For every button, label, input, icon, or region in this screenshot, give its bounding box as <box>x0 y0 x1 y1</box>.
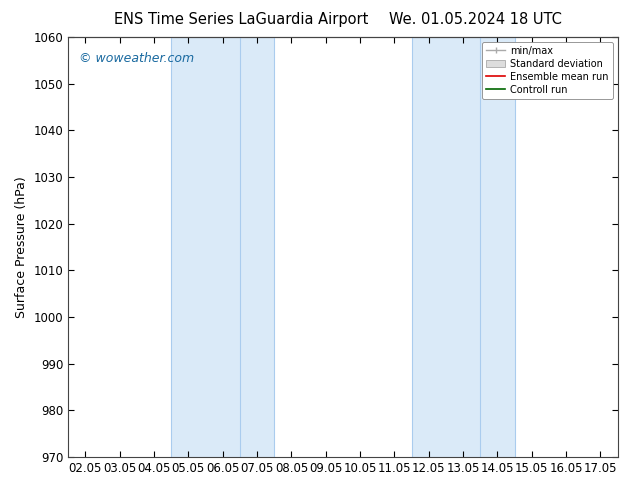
Bar <box>171 37 275 457</box>
Text: We. 01.05.2024 18 UTC: We. 01.05.2024 18 UTC <box>389 12 562 27</box>
Text: © woweather.com: © woweather.com <box>79 52 194 65</box>
Bar <box>411 37 515 457</box>
Y-axis label: Surface Pressure (hPa): Surface Pressure (hPa) <box>15 176 28 318</box>
Legend: min/max, Standard deviation, Ensemble mean run, Controll run: min/max, Standard deviation, Ensemble me… <box>482 42 612 98</box>
Text: ENS Time Series LaGuardia Airport: ENS Time Series LaGuardia Airport <box>113 12 368 27</box>
